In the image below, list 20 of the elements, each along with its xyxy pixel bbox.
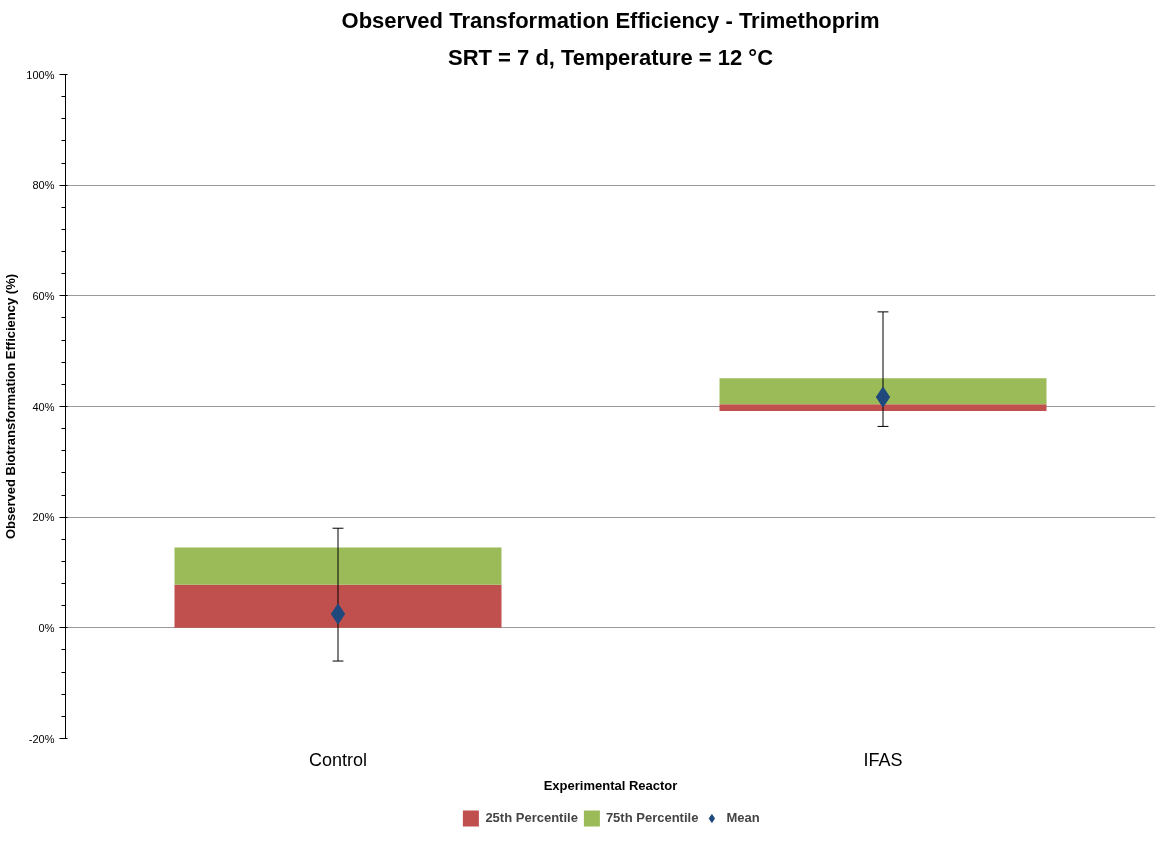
bar: [719, 378, 1047, 405]
legend-label: 25th Percentile: [485, 810, 578, 825]
y-tick-label: 100%: [26, 68, 55, 81]
y-tick-label: -20%: [28, 732, 55, 745]
y-tick-label: 0%: [38, 621, 55, 634]
y-tick-label: 80%: [32, 179, 55, 192]
chart-title: Observed Transformation Efficiency - Trimethoprim: [341, 7, 880, 33]
bar: [719, 404, 1047, 411]
x-axis-title: Experimental Reactor: [543, 777, 678, 793]
x-tick-label: IFAS: [863, 749, 903, 770]
legend-label: 75th Percentile: [605, 810, 699, 825]
chart-subtitle: SRT = 7 d, Temperature = 12 °C: [447, 44, 774, 70]
y-axis-title: Observed Biotransformation Efficiency (%): [3, 273, 19, 540]
y-tick-label: 40%: [32, 400, 55, 413]
y-tick-label: 20%: [32, 511, 55, 524]
bar: [174, 547, 502, 585]
bar: [174, 584, 502, 628]
y-tick-label: 60%: [32, 289, 55, 302]
legend-label: Mean: [726, 810, 760, 825]
x-tick-label: Control: [308, 749, 368, 770]
